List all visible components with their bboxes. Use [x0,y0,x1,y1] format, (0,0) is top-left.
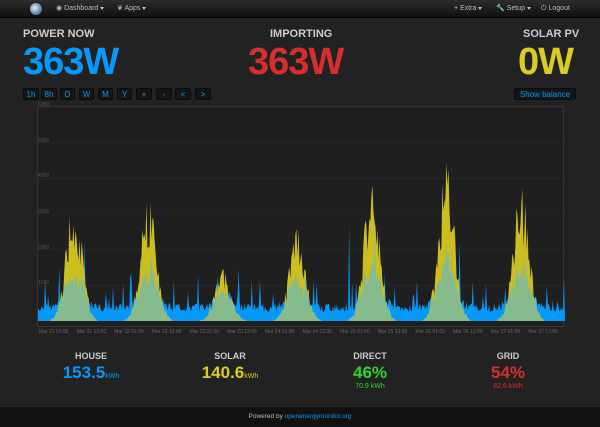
footer-link[interactable]: openenergymonitor.org [284,413,352,420]
plus-icon: + [454,5,459,12]
chevron-down-icon [142,6,147,10]
solar-label: SOLAR [214,351,246,361]
chart-x-tick: Mar 27 01:00 [490,329,521,335]
grid-kwh: 82.6 kWh [493,383,523,390]
zoom-8h-button[interactable]: 8h [41,88,57,100]
dashboard-icon: ◉ [56,5,63,12]
house-value-unit: kWh [105,373,120,380]
zoom-out-button[interactable]: - [156,88,172,100]
chart-x-tick: Mar 22 01:00 [114,329,144,335]
chart-x-tick: Mar 21 01:00 [39,329,69,335]
house-label: HOUSE [74,351,107,361]
nav-logout-label: Logout [548,5,570,12]
chevron-down-icon [478,6,483,10]
chart-x-tick: Mar 22 13:00 [151,329,182,335]
zoom-in-button[interactable]: + [136,88,152,100]
power-chart[interactable] [37,106,565,328]
zoom-day-button[interactable]: D [60,88,75,100]
grid-label: GRID [496,351,520,361]
solar-pv-value: 0W [518,41,574,83]
chart-y-tick: 3000 [38,209,50,215]
top-navbar: ◉ Dashboard ❦ Apps + Extra 🔧 Setup ⏻ Log… [0,0,600,18]
nav-dashboard[interactable]: ◉ Dashboard [56,0,105,18]
solar-pv-label: SOLAR PV [523,28,580,40]
nav-setup-label: Setup [506,5,525,12]
chart-y-tick: 2000 [38,244,50,251]
power-now-value: 363W [23,41,119,83]
power-now-label: POWER NOW [23,28,95,40]
direct-value: 46% [352,363,388,382]
emoncms-logo-icon[interactable] [30,3,42,15]
chart-x-tick: Mar 24 01:00 [264,329,295,335]
direct-kwh: 70.9 kWh [355,383,385,390]
chart-y-tick: 4000 [38,173,50,180]
zoom-week-button[interactable]: W [79,88,94,100]
nav-apps[interactable]: ❦ Apps [117,0,147,18]
nav-apps-label: Apps [124,5,141,12]
nav-extra[interactable]: + Extra [454,0,483,18]
chart-x-tick: Mar 26 01:00 [415,329,445,335]
show-balance-button[interactable]: Show balance [514,88,576,100]
solar-value-unit: kWh [244,373,259,380]
zoom-year-button[interactable]: Y [117,88,132,100]
chevron-down-icon [100,6,105,10]
pan-left-button[interactable]: < [175,88,191,100]
power-chart-svg[interactable] [38,107,565,328]
grid-value: 54% [490,363,526,382]
zoom-1h-button[interactable]: 1h [23,88,39,100]
zoom-month-button[interactable]: M [98,88,113,100]
footer: Powered by openenergymonitor.org [0,407,600,427]
chart-x-tick: Mar 25 01:00 [340,329,370,335]
importing-value: 363W [248,41,344,83]
chart-x-tick: Mar 27 13:00 [528,329,558,335]
chart-x-tick: Mar 23 13:00 [227,329,257,335]
chart-x-tick: Mar 25 13:00 [377,329,408,335]
footer-text: Powered by [248,413,283,420]
direct-use-area [38,221,565,321]
chevron-down-icon [526,6,531,10]
chart-x-tick: Mar 23 01:00 [189,329,220,335]
chart-x-tick: Mar 24 13:00 [302,329,332,335]
chart-y-tick: 5000 [38,137,50,144]
nav-setup[interactable]: 🔧 Setup [496,0,531,18]
wrench-icon: 🔧 [496,5,505,12]
solar-value-number: 140.6 [201,363,245,382]
importing-label: IMPORTING [270,28,333,40]
direct-label: DIRECT [353,351,387,361]
solar-value: 140.6kWh [180,364,280,386]
chart-x-tick: Mar 21 13:00 [76,329,107,335]
leaf-icon: ❦ [117,5,123,12]
nav-logout[interactable]: ⏻ Logout [541,0,570,18]
nav-dashboard-label: Dashboard [64,5,99,12]
chart-y-tick: 6000 [38,102,50,108]
pan-right-button[interactable]: > [195,88,211,100]
power-icon: ⏻ [541,5,547,12]
chart-y-tick: 1000 [38,280,50,287]
nav-extra-label: Extra [460,5,477,12]
house-value: 153.5kWh [41,364,141,386]
house-value-number: 153.5 [62,363,106,382]
chart-x-tick: Mar 26 13:00 [453,329,483,335]
